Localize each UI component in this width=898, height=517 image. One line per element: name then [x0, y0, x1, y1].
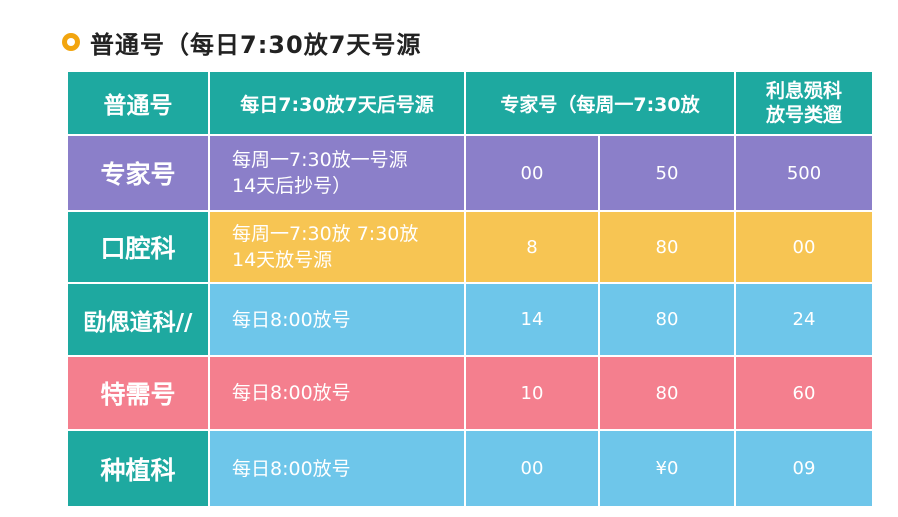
row-value-3: 00 [736, 212, 872, 284]
row-value-1: 10 [466, 357, 600, 431]
row-value-3: 60 [736, 357, 872, 431]
circle-bullet-icon [62, 33, 80, 51]
page-heading: 普通号（每日7:30放7天号源 [62, 22, 421, 62]
row-value-1: 00 [466, 136, 600, 212]
row-value-3: 500 [736, 136, 872, 212]
header-cell-release-type: 利息殒科 放号类遛 [736, 72, 872, 136]
row-value-1: 8 [466, 212, 600, 284]
row-desc-line2: 14天后抄号） [232, 175, 352, 197]
row-value-2: 80 [600, 357, 736, 431]
row-value-1: 14 [466, 284, 600, 357]
row-desc: 每周一7:30放 7:30放 14天放号源 [210, 212, 466, 284]
row-desc: 每日8:00放号 [210, 284, 466, 357]
row-desc: 每周一7:30放一号源 14天后抄号） [210, 136, 466, 212]
row-value-2: 50 [600, 136, 736, 212]
row-value-2: 80 [600, 212, 736, 284]
row-desc: 每日8:00放号 [210, 357, 466, 431]
row-name: 专家号 [68, 136, 210, 212]
header-release-line1: 利息殒科 [765, 80, 842, 102]
header-release-line2: 放号类遛 [765, 104, 842, 126]
header-cell-type: 普通号 [68, 72, 210, 136]
header-cell-schedule: 每日7:30放7天后号源 [210, 72, 466, 136]
row-value-3: 09 [736, 431, 872, 508]
row-value-1: 00 [466, 431, 600, 508]
row-desc-line1: 每周一7:30放一号源 [232, 149, 408, 171]
row-name: 口腔科 [68, 212, 210, 284]
row-name: 种植科 [68, 431, 210, 508]
row-value-3: 24 [736, 284, 872, 357]
row-value-2: ¥0 [600, 431, 736, 508]
row-desc-line2: 14天放号源 [232, 249, 333, 271]
row-desc: 每日8:00放号 [210, 431, 466, 508]
row-desc-line1: 每周一7:30放 7:30放 [232, 223, 419, 245]
header-cell-expert: 专家号（每周一7:30放 [466, 72, 736, 136]
row-name: 特需号 [68, 357, 210, 431]
page-title: 普通号（每日7:30放7天号源 [90, 30, 422, 59]
row-value-2: 80 [600, 284, 736, 357]
schedule-table: 普通号 每日7:30放7天后号源 专家号（每周一7:30放 利息殒科 放号类遛 … [68, 72, 872, 508]
row-name: 劻偲道科// [68, 284, 210, 357]
